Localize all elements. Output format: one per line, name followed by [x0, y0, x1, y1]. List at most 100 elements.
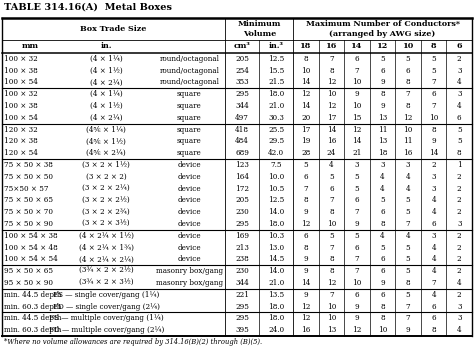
- Text: 5: 5: [457, 126, 462, 134]
- Text: 172: 172: [235, 185, 249, 193]
- Text: 21.0: 21.0: [268, 279, 284, 287]
- Text: 4: 4: [406, 185, 410, 193]
- Text: in.³: in.³: [269, 42, 284, 51]
- Text: 4: 4: [380, 185, 385, 193]
- Text: 497: 497: [235, 114, 249, 122]
- Text: 5: 5: [329, 173, 334, 181]
- Text: 11: 11: [403, 137, 413, 145]
- Text: 75 × 50 × 50: 75 × 50 × 50: [4, 173, 53, 181]
- Text: 205: 205: [235, 55, 249, 63]
- Text: 12: 12: [352, 326, 362, 334]
- Text: 100 × 54 × 54: 100 × 54 × 54: [4, 255, 58, 264]
- Text: 2: 2: [457, 208, 462, 216]
- Text: square: square: [177, 126, 201, 134]
- Text: 6: 6: [304, 232, 308, 240]
- Text: 10: 10: [352, 102, 362, 110]
- Text: 213: 213: [235, 243, 249, 252]
- Text: 16: 16: [403, 149, 413, 157]
- Text: (4⅚ × 1½): (4⅚ × 1½): [86, 137, 126, 145]
- Text: 17: 17: [327, 114, 336, 122]
- Text: 123: 123: [235, 161, 249, 169]
- Text: 5: 5: [406, 196, 410, 204]
- Text: square: square: [177, 114, 201, 122]
- Text: 5: 5: [304, 161, 308, 169]
- Text: 1: 1: [457, 161, 462, 169]
- Text: 7: 7: [304, 185, 308, 193]
- Text: 10: 10: [327, 220, 336, 228]
- Text: 2: 2: [457, 185, 462, 193]
- Text: cm³: cm³: [234, 42, 251, 51]
- Text: 25.5: 25.5: [268, 126, 284, 134]
- Text: 2: 2: [457, 255, 462, 264]
- Text: 12.5: 12.5: [268, 196, 284, 204]
- Text: 7: 7: [329, 55, 334, 63]
- Text: 295: 295: [235, 303, 249, 311]
- Text: 230: 230: [235, 208, 249, 216]
- Text: 295: 295: [235, 314, 249, 322]
- Text: masonry box/gang: masonry box/gang: [155, 267, 223, 275]
- Text: 4: 4: [406, 173, 410, 181]
- Text: 18.0: 18.0: [268, 303, 284, 311]
- Text: 24: 24: [327, 149, 336, 157]
- Text: 689: 689: [235, 149, 249, 157]
- Text: 10: 10: [378, 326, 387, 334]
- Text: 5: 5: [380, 55, 385, 63]
- Text: 10: 10: [327, 303, 336, 311]
- Text: 8: 8: [304, 55, 308, 63]
- Text: masonry box/gang: masonry box/gang: [155, 279, 223, 287]
- Text: 3: 3: [406, 161, 410, 169]
- Text: min. 44.5 depth: min. 44.5 depth: [4, 314, 62, 322]
- Text: 75 × 50 × 90: 75 × 50 × 90: [4, 220, 53, 228]
- Text: 9: 9: [304, 255, 308, 264]
- Text: 4: 4: [457, 326, 462, 334]
- Text: 4: 4: [431, 255, 436, 264]
- Text: 100 × 54 × 48: 100 × 54 × 48: [4, 243, 58, 252]
- Text: 20: 20: [301, 114, 310, 122]
- Text: 6: 6: [355, 196, 359, 204]
- Text: round/octagonal: round/octagonal: [159, 79, 219, 87]
- Text: 8: 8: [304, 196, 308, 204]
- Text: in.: in.: [100, 42, 112, 51]
- Text: 8: 8: [406, 102, 410, 110]
- Text: (3 × 2 × 2¼): (3 × 2 × 2¼): [82, 185, 130, 193]
- Text: 13: 13: [327, 326, 336, 334]
- Text: 254: 254: [235, 67, 249, 75]
- Text: 12: 12: [301, 90, 310, 98]
- Text: (3 × 2 × 2½): (3 × 2 × 2½): [82, 196, 130, 204]
- Text: 10: 10: [429, 114, 438, 122]
- Text: 3: 3: [457, 303, 462, 311]
- Text: 8: 8: [380, 314, 385, 322]
- Text: round/octagonal: round/octagonal: [159, 67, 219, 75]
- Text: square: square: [177, 90, 201, 98]
- Text: 100 × 32: 100 × 32: [4, 90, 38, 98]
- Text: 3: 3: [457, 90, 462, 98]
- Text: 2: 2: [457, 243, 462, 252]
- Text: 10: 10: [352, 279, 362, 287]
- Text: 5: 5: [406, 208, 410, 216]
- Text: 238: 238: [235, 255, 249, 264]
- Text: 12: 12: [301, 303, 310, 311]
- Text: 12: 12: [327, 102, 336, 110]
- Text: 6: 6: [380, 208, 385, 216]
- Text: 100 × 54: 100 × 54: [4, 79, 38, 87]
- Text: round/octagonal: round/octagonal: [159, 55, 219, 63]
- Text: 100 × 38: 100 × 38: [4, 67, 38, 75]
- Text: 18.0: 18.0: [268, 90, 284, 98]
- Text: 100 × 54: 100 × 54: [4, 114, 38, 122]
- Text: 12.5: 12.5: [268, 55, 284, 63]
- Text: 9: 9: [406, 326, 410, 334]
- Text: 164: 164: [235, 173, 249, 181]
- Text: 8: 8: [329, 267, 334, 275]
- Text: 100 × 54 × 38: 100 × 54 × 38: [4, 232, 58, 240]
- Text: 7: 7: [355, 267, 359, 275]
- Text: 12: 12: [327, 79, 336, 87]
- Text: 10.0: 10.0: [268, 173, 284, 181]
- Text: 5: 5: [380, 196, 385, 204]
- Text: 9: 9: [304, 208, 308, 216]
- Text: 13: 13: [378, 114, 387, 122]
- Text: 230: 230: [235, 267, 249, 275]
- Text: 9: 9: [304, 267, 308, 275]
- Text: 5: 5: [406, 55, 410, 63]
- Text: (4 × 1¼): (4 × 1¼): [90, 90, 123, 98]
- Text: 15.5: 15.5: [268, 67, 284, 75]
